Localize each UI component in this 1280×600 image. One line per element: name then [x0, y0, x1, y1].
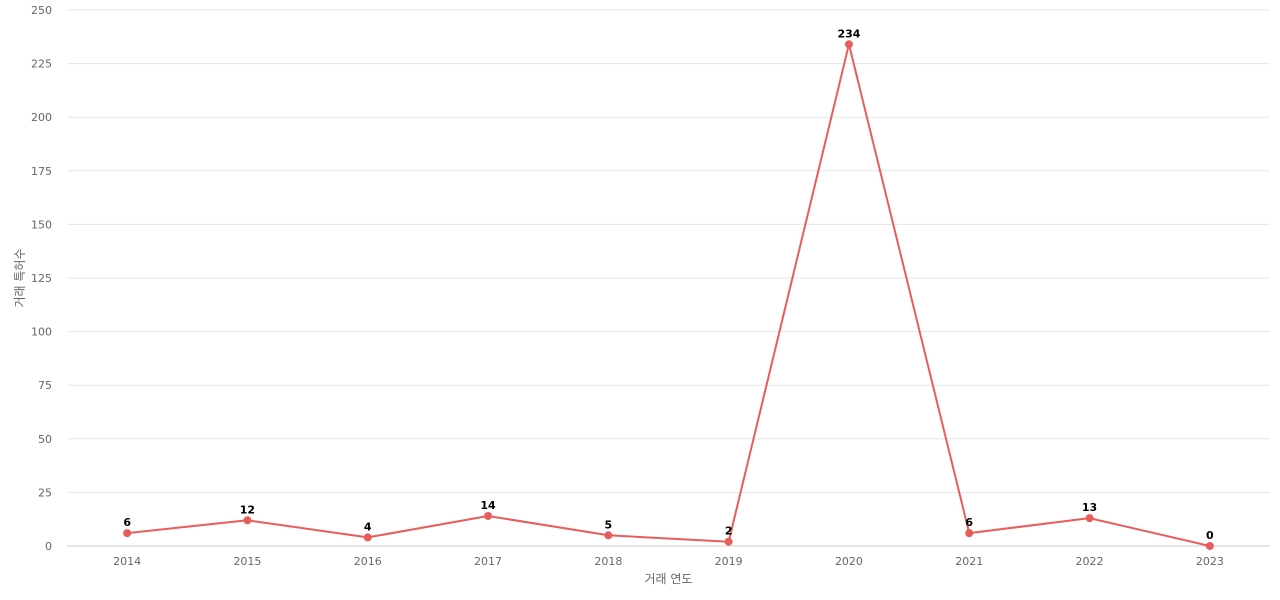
- data-point: [724, 537, 733, 546]
- x-tick-label: 2023: [1196, 555, 1224, 568]
- data-label: 6: [965, 516, 973, 529]
- data-label: 4: [364, 520, 372, 533]
- data-label: 0: [1206, 529, 1214, 542]
- data-label: 12: [240, 503, 255, 516]
- y-tick-label: 250: [31, 4, 52, 17]
- data-labels: 6 12 4 14 5 2 234 6 13 0: [123, 27, 1214, 542]
- x-tick-label: 2022: [1076, 555, 1104, 568]
- x-tick-label: 2016: [354, 555, 382, 568]
- y-tick-label: 175: [31, 165, 52, 178]
- x-tick-label: 2017: [474, 555, 502, 568]
- y-tick-label: 0: [45, 540, 52, 553]
- data-point: [965, 529, 974, 538]
- x-tick-label: 2015: [233, 555, 261, 568]
- y-tick-label: 75: [38, 379, 52, 392]
- y-tick-label: 200: [31, 111, 52, 124]
- data-point: [604, 531, 613, 540]
- y-tick-label: 125: [31, 272, 52, 285]
- y-tick-label: 50: [38, 433, 52, 446]
- data-label: 14: [480, 499, 496, 512]
- y-tick-label: 25: [38, 486, 52, 499]
- x-tick-label: 2019: [715, 555, 743, 568]
- x-tick-label: 2020: [835, 555, 863, 568]
- data-label: 5: [605, 518, 613, 531]
- data-label: 2: [725, 525, 733, 538]
- data-label: 13: [1082, 501, 1097, 514]
- data-point: [484, 511, 493, 520]
- x-axis-title: 거래 연도: [645, 572, 693, 586]
- x-tick-label: 2014: [113, 555, 141, 568]
- y-tick-label: 150: [31, 218, 52, 231]
- x-tick-label: 2021: [955, 555, 983, 568]
- grid-lines: [67, 9, 1270, 493]
- data-point: [123, 529, 132, 538]
- series-group: [123, 40, 1214, 550]
- y-axis-ticks: 0 25 50 75 100 125 150 175 200 225 250: [31, 4, 52, 553]
- y-axis-title: 거래 특허수: [13, 248, 27, 307]
- y-tick-label: 100: [31, 326, 52, 339]
- series-line: [127, 43, 1211, 547]
- x-axis-ticks: 2014 2015 2016 2017 2018 2019 2020 2021 2022 2023: [113, 555, 1224, 568]
- data-point: [1205, 542, 1214, 550]
- data-label: 6: [123, 516, 131, 529]
- data-point: [363, 533, 372, 542]
- data-point: [1085, 514, 1094, 523]
- data-point: [243, 516, 252, 525]
- x-tick-label: 2018: [594, 555, 622, 568]
- y-tick-label: 225: [31, 58, 52, 71]
- data-label: 234: [837, 27, 860, 40]
- data-point: [844, 40, 853, 49]
